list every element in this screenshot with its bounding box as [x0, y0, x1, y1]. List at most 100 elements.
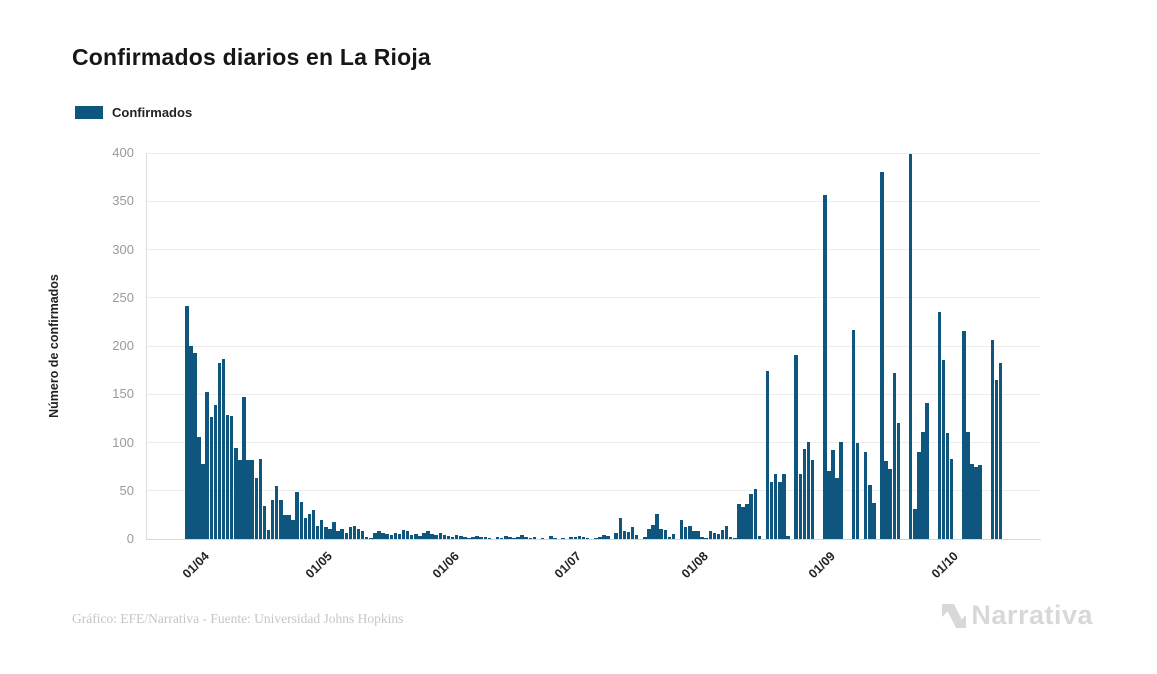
bar-day-143[interactable]	[769, 482, 774, 539]
bar-day-84[interactable]	[528, 538, 533, 539]
bar-day-167[interactable]	[868, 484, 872, 539]
bar-day-16[interactable]	[250, 459, 254, 539]
bar-day-159[interactable]	[835, 478, 839, 539]
bar-day-79[interactable]	[508, 537, 512, 539]
bar-day-83[interactable]	[524, 537, 528, 539]
bar-day-10[interactable]	[225, 415, 230, 539]
bar-day-61[interactable]	[434, 535, 438, 539]
bar-day-70[interactable]	[471, 537, 475, 539]
bar-day-147[interactable]	[786, 536, 790, 539]
bar-day-173[interactable]	[892, 373, 897, 539]
bar-day-103[interactable]	[606, 536, 610, 539]
bar-day-95[interactable]	[573, 537, 578, 539]
bar-day-180[interactable]	[921, 431, 925, 539]
bar-day-122[interactable]	[683, 527, 688, 539]
bar-day-6[interactable]	[209, 417, 214, 539]
bar-day-124[interactable]	[692, 531, 696, 539]
bar-day-48[interactable]	[381, 533, 385, 539]
bar-day-42[interactable]	[356, 529, 361, 539]
bar-day-25[interactable]	[287, 514, 291, 539]
bar-day-14[interactable]	[242, 397, 246, 539]
bar-day-9[interactable]	[221, 358, 226, 539]
bar-day-28[interactable]	[299, 502, 304, 539]
bar-day-81[interactable]	[516, 537, 520, 539]
bar-day-69[interactable]	[467, 538, 471, 539]
bar-day-52[interactable]	[397, 534, 402, 539]
bar-day-129[interactable]	[712, 533, 717, 539]
bar-day-185[interactable]	[941, 359, 946, 539]
bar-day-62[interactable]	[438, 533, 443, 539]
bar-day-174[interactable]	[896, 423, 901, 539]
bar-day-53[interactable]	[401, 530, 406, 539]
bar-day-82[interactable]	[520, 535, 524, 539]
bar-day-98[interactable]	[585, 538, 590, 539]
bar-day-20[interactable]	[266, 530, 271, 539]
bar-day-2[interactable]	[193, 352, 197, 539]
legend-item-confirmados[interactable]: Confirmados	[75, 105, 192, 120]
bar-day-181[interactable]	[925, 402, 929, 539]
bar-day-38[interactable]	[340, 529, 344, 539]
bar-day-85[interactable]	[532, 537, 537, 539]
bar-day-50[interactable]	[389, 535, 393, 539]
bar-day-63[interactable]	[442, 535, 447, 539]
bar-day-131[interactable]	[720, 530, 725, 539]
bar-day-114[interactable]	[651, 524, 655, 539]
bar-day-192[interactable]	[970, 463, 974, 539]
bar-day-37[interactable]	[336, 531, 340, 539]
bar-day-186[interactable]	[945, 432, 950, 539]
bar-day-137[interactable]	[745, 504, 749, 539]
bar-day-164[interactable]	[855, 443, 860, 539]
bar-day-170[interactable]	[880, 172, 884, 539]
bar-day-72[interactable]	[479, 537, 483, 539]
bar-day-36[interactable]	[332, 521, 336, 539]
bar-day-150[interactable]	[798, 474, 802, 539]
bar-day-158[interactable]	[831, 450, 835, 539]
bar-day-198[interactable]	[994, 379, 999, 539]
bar-day-132[interactable]	[724, 525, 729, 539]
bar-day-142[interactable]	[765, 371, 770, 539]
bar-day-128[interactable]	[708, 531, 713, 539]
bar-day-163[interactable]	[851, 329, 856, 539]
bar-day-35[interactable]	[328, 529, 332, 539]
bar-day-56[interactable]	[414, 534, 418, 539]
bar-day-109[interactable]	[630, 527, 635, 539]
bar-day-33[interactable]	[319, 519, 324, 539]
bar-day-134[interactable]	[733, 538, 737, 539]
bar-day-92[interactable]	[561, 538, 565, 539]
bar-day-59[interactable]	[426, 531, 430, 539]
bar-day-113[interactable]	[647, 529, 651, 539]
bar-day-194[interactable]	[978, 464, 982, 539]
bar-day-0[interactable]	[185, 306, 189, 539]
bar-day-153[interactable]	[810, 459, 815, 539]
bar-day-133[interactable]	[728, 537, 733, 539]
bar-day-87[interactable]	[540, 538, 545, 539]
bar-day-160[interactable]	[839, 441, 843, 539]
bar-day-51[interactable]	[393, 533, 398, 539]
bar-day-64[interactable]	[446, 536, 451, 539]
bar-day-40[interactable]	[348, 527, 353, 539]
bar-day-117[interactable]	[663, 530, 668, 539]
bar-day-11[interactable]	[229, 416, 234, 539]
bar-day-1[interactable]	[189, 346, 193, 539]
bar-day-60[interactable]	[430, 534, 434, 539]
bar-day-26[interactable]	[291, 519, 295, 539]
bar-day-34[interactable]	[324, 527, 328, 539]
bar-day-90[interactable]	[553, 538, 557, 539]
bar-day-89[interactable]	[549, 536, 553, 539]
bar-day-125[interactable]	[696, 531, 700, 539]
bar-day-43[interactable]	[360, 531, 365, 539]
bar-day-44[interactable]	[364, 537, 369, 539]
bar-day-121[interactable]	[679, 519, 684, 539]
bar-day-106[interactable]	[618, 517, 623, 539]
bar-day-126[interactable]	[700, 537, 704, 539]
bar-day-96[interactable]	[577, 536, 582, 539]
bar-day-152[interactable]	[806, 441, 811, 539]
bar-day-17[interactable]	[254, 478, 259, 539]
bar-day-191[interactable]	[966, 431, 970, 539]
bar-day-49[interactable]	[385, 534, 389, 539]
bar-day-76[interactable]	[495, 537, 500, 539]
bar-day-139[interactable]	[753, 488, 757, 539]
bar-day-190[interactable]	[962, 330, 966, 539]
bar-day-102[interactable]	[602, 535, 606, 539]
bar-day-187[interactable]	[949, 458, 954, 539]
